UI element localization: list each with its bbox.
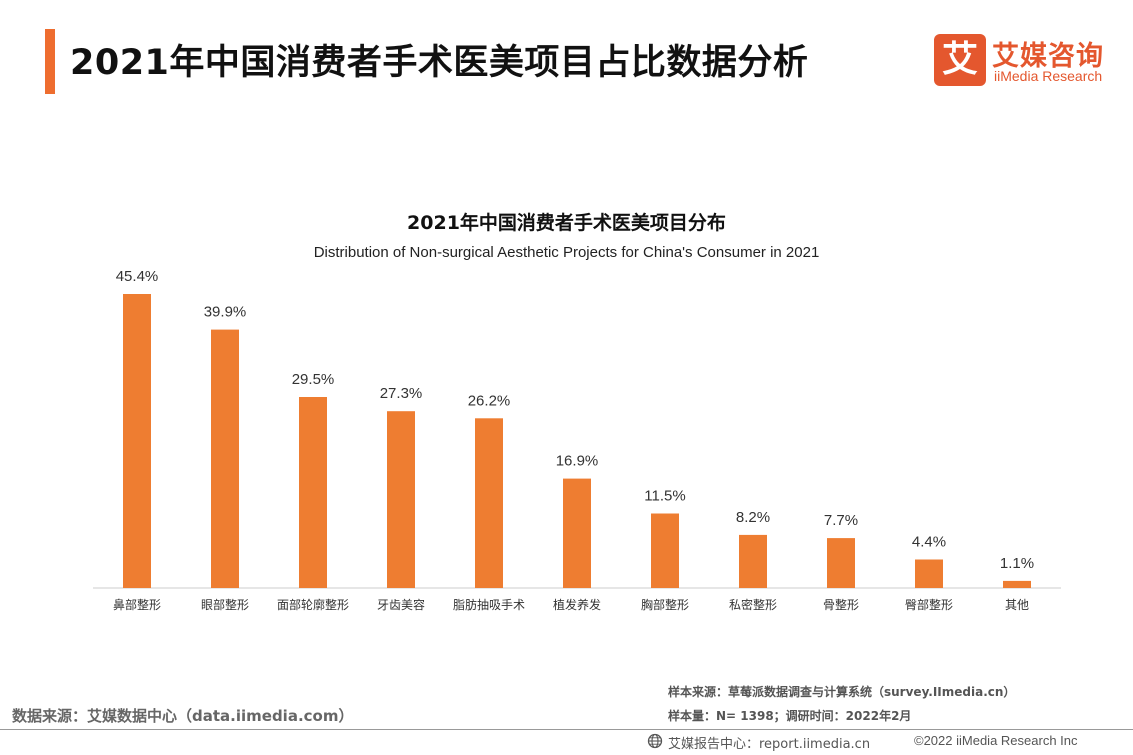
category-label: 植发养发 bbox=[553, 597, 601, 612]
category-label: 胸部整形 bbox=[641, 597, 689, 612]
chart-subtitle: Distribution of Non-surgical Aesthetic P… bbox=[313, 244, 820, 261]
sample-source: 样本来源：草莓派数据调查与计算系统（survey.IImedia.cn） bbox=[668, 685, 1016, 699]
logo-name-en: iiMedia Research bbox=[994, 68, 1103, 84]
category-label: 鼻部整形 bbox=[113, 597, 161, 612]
data-label: 29.5% bbox=[292, 371, 335, 388]
bar-chart: 45.4% 鼻部整形 39.9% 眼部整形 29.5% 面部轮廓整形 27.3% 牙齿美容 26… bbox=[93, 268, 1061, 612]
data-label: 1.1% bbox=[1000, 555, 1034, 572]
iimedia-logo: 艾 艾媒咨询 iiMedia Research bbox=[934, 34, 1114, 88]
bars-group: 45.4% 鼻部整形 39.9% 眼部整形 29.5% 面部轮廓整形 27.3% 牙齿美容 26… bbox=[113, 268, 1034, 612]
data-label: 11.5% bbox=[644, 488, 685, 505]
bar bbox=[299, 397, 327, 588]
category-label: 骨整形 bbox=[823, 597, 859, 612]
data-label: 16.9% bbox=[556, 453, 599, 470]
data-label: 26.2% bbox=[468, 392, 511, 409]
chart-title: 2021年中国消费者手术医美项目分布 bbox=[407, 212, 726, 234]
data-label: 7.7% bbox=[824, 512, 858, 529]
bar bbox=[1003, 580, 1031, 588]
category-label: 臀部整形 bbox=[905, 597, 953, 612]
bar bbox=[211, 329, 239, 588]
bar bbox=[739, 534, 767, 588]
category-label: 脂肪抽吸手术 bbox=[453, 597, 525, 612]
logo-mark-icon: 艾 bbox=[934, 34, 986, 86]
title-accent-bar bbox=[45, 29, 55, 94]
bar bbox=[827, 538, 855, 588]
data-label: 4.4% bbox=[912, 534, 946, 551]
category-label: 牙齿美容 bbox=[377, 597, 425, 612]
category-label: 眼部整形 bbox=[201, 597, 249, 612]
bar bbox=[387, 411, 415, 588]
bar bbox=[475, 418, 503, 588]
sample-size: 样本量：N= 1398；调研时间：2022年2月 bbox=[668, 709, 912, 723]
category-label: 面部轮廓整形 bbox=[277, 597, 349, 612]
report-center-link[interactable]: 艾媒报告中心：report.iimedia.cn bbox=[668, 737, 871, 752]
globe-icon bbox=[647, 733, 663, 749]
bar bbox=[563, 478, 591, 588]
category-label: 私密整形 bbox=[729, 597, 777, 612]
footer-divider bbox=[0, 729, 1133, 730]
page-title: 2021年中国消费者手术医美项目占比数据分析 bbox=[70, 43, 809, 83]
logo-name-cn: 艾媒咨询 bbox=[992, 41, 1104, 72]
bar bbox=[915, 559, 943, 588]
copyright: ©2022 iiMedia Research Inc bbox=[914, 733, 1078, 748]
bar bbox=[123, 294, 151, 588]
data-label: 27.3% bbox=[380, 385, 423, 402]
data-label: 8.2% bbox=[736, 509, 770, 526]
category-label: 其他 bbox=[1005, 598, 1029, 612]
data-source: 数据来源：艾媒数据中心（data.iimedia.com） bbox=[12, 707, 354, 725]
data-label: 45.4% bbox=[116, 268, 159, 285]
data-label: 39.9% bbox=[204, 304, 247, 321]
bar bbox=[651, 513, 679, 588]
